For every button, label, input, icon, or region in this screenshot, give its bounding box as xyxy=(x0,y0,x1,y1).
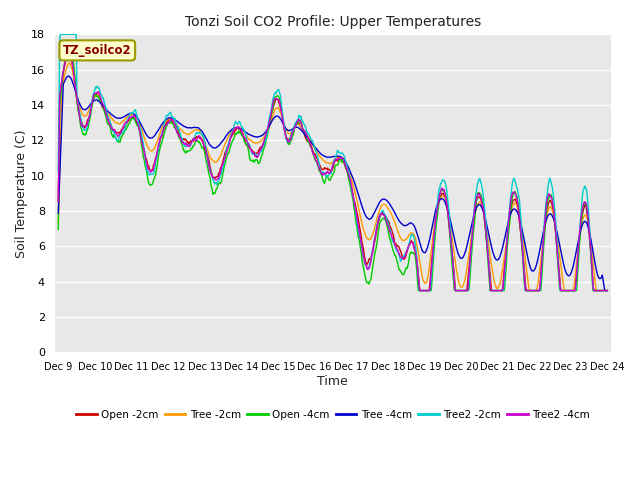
Title: Tonzi Soil CO2 Profile: Upper Temperatures: Tonzi Soil CO2 Profile: Upper Temperatur… xyxy=(185,15,481,29)
Text: TZ_soilco2: TZ_soilco2 xyxy=(63,44,132,57)
Legend: Open -2cm, Tree -2cm, Open -4cm, Tree -4cm, Tree2 -2cm, Tree2 -4cm: Open -2cm, Tree -2cm, Open -4cm, Tree -4… xyxy=(72,405,594,424)
Y-axis label: Soil Temperature (C): Soil Temperature (C) xyxy=(15,129,28,258)
X-axis label: Time: Time xyxy=(317,375,348,388)
